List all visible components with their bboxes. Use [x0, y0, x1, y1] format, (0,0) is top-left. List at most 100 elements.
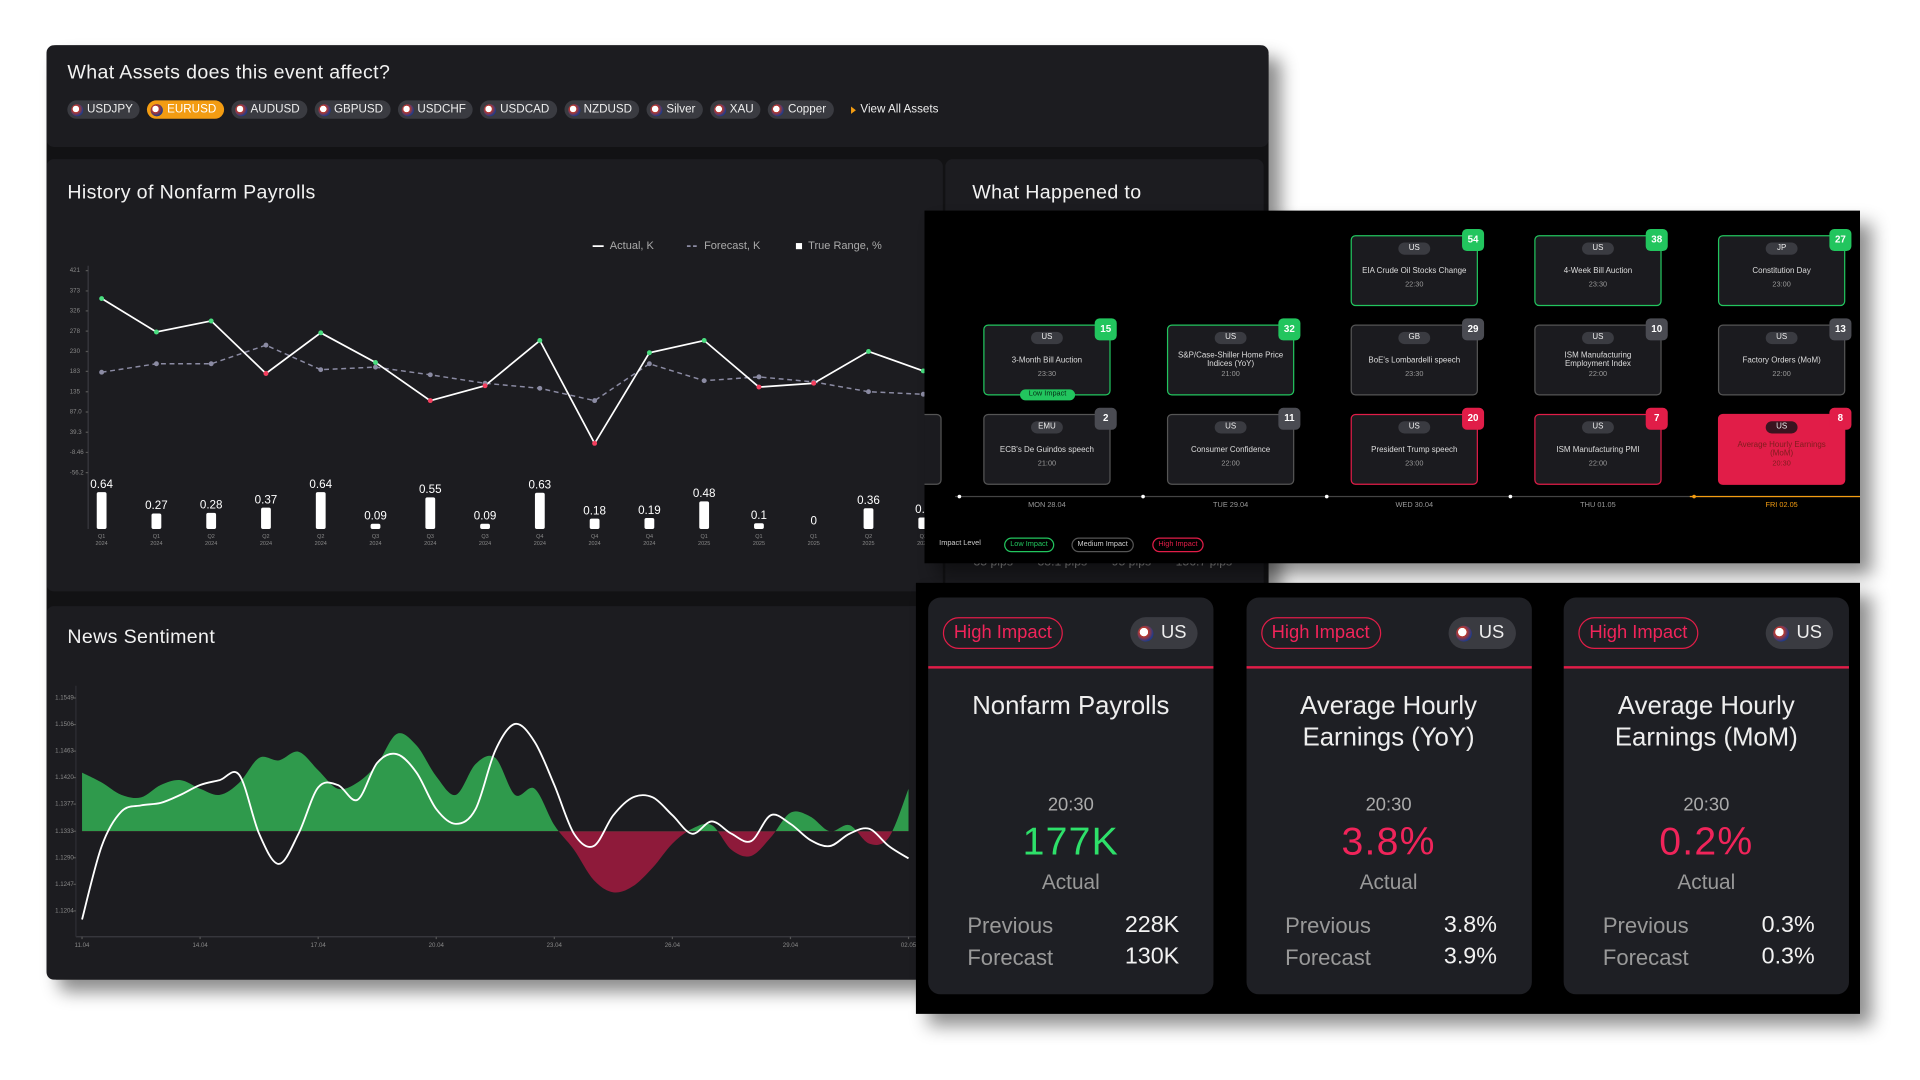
event-title: Average Hourly Earnings (MoM)	[1614, 691, 1798, 752]
flag-icon	[484, 103, 497, 116]
asset-label: AUDUSD	[250, 102, 300, 117]
country-label: US	[1796, 622, 1823, 643]
true-range-label: 0	[810, 515, 817, 528]
asset-label: NZDUSD	[583, 102, 633, 117]
news-title: News Sentiment	[67, 626, 216, 648]
true-range-bar	[863, 508, 874, 529]
event-name: Average Hourly Earnings (MoM)	[1737, 440, 1826, 458]
true-range-label: 0.09	[364, 510, 387, 523]
x-tick-label: 2024	[643, 541, 655, 547]
asset-chip[interactable]: AUDUSD	[230, 100, 308, 119]
event-card[interactable]: EMU ECB's De Guindos speech 21:00 2	[983, 407, 1117, 485]
timeline	[955, 495, 1861, 498]
arrow-icon	[850, 105, 856, 114]
asset-chip[interactable]: XAU	[710, 100, 762, 119]
true-range-bar	[261, 507, 271, 529]
event-card[interactable]: US S&P/Case-Shiller Home Price Indices (Y…	[1166, 318, 1301, 396]
asset-chip[interactable]: USDCHF	[397, 100, 474, 119]
asset-label: EURUSD	[167, 102, 217, 117]
event-card[interactable]: JP Constitution Day 23:00 27	[1717, 228, 1852, 307]
event-name: President Trump speech	[1371, 445, 1458, 454]
event-card[interactable]: GB BoE's Lombardelli speech 23:30 29	[1350, 318, 1485, 396]
event-card[interactable]: US ISM Manufacturing Employment Index 22:0…	[1534, 318, 1668, 396]
forecast-label: Forecast	[1285, 945, 1371, 970]
event-card[interactable]: US Consumer Confidence 22:00 11	[1166, 407, 1301, 485]
y-tick-label: 1.1420	[55, 774, 74, 781]
y-tick-label: 326	[70, 307, 81, 314]
event-card[interactable]: US EIA Crude Oil Stocks Change 22:30 54	[1350, 228, 1485, 307]
event-summary-card: High Impact US Nonfarm Payrolls 20:30 177K Ac…	[928, 597, 1214, 995]
impact-legend-item[interactable]: Low Impact	[1004, 537, 1054, 553]
forecast-point	[427, 372, 433, 378]
asset-chip[interactable]: USDJPY	[67, 100, 141, 119]
x-tick-label: Q2	[920, 534, 927, 540]
event-card[interactable]: US Factory Orders (MoM) 22:00 13	[1717, 318, 1852, 396]
actual-point	[318, 330, 324, 336]
actual-point	[99, 296, 105, 302]
actual-value: 177K	[1022, 819, 1120, 864]
event-country: EMU	[1031, 421, 1063, 434]
event-count-badge: 13	[1829, 318, 1852, 341]
event-time: 20:30	[1683, 794, 1730, 816]
event-country: US	[1031, 331, 1063, 345]
view-all-link[interactable]: View All Assets	[850, 103, 938, 116]
day-label: MON 28.04	[1028, 502, 1066, 510]
flag-icon	[71, 103, 84, 116]
event-name: 4-Week Bill Auction	[1563, 266, 1633, 275]
event-card-partial	[924, 413, 942, 485]
event-name: BoE's Lombardelli speech	[1368, 355, 1461, 365]
asset-chip[interactable]: USDCAD	[480, 100, 557, 119]
country-label: US	[1478, 622, 1505, 643]
news-chart: 1.1549 1.1506 1.1463 1.1420 1.1377 1.1333 1.12…	[55, 685, 919, 949]
event-card[interactable]: US ISM Manufacturing PMI 22:00 7	[1534, 407, 1668, 485]
assets-panel: What Assets does this event affect? USDJ…	[46, 45, 1269, 147]
actual-point	[482, 383, 488, 389]
x-tick-label: 2024	[479, 541, 491, 547]
forecast-point	[701, 378, 707, 384]
previous-label: Previous	[1285, 913, 1371, 938]
x-tick-label: 2025	[698, 541, 710, 547]
asset-chip[interactable]: Copper	[768, 100, 834, 119]
asset-chip[interactable]: Silver	[646, 100, 703, 119]
event-card[interactable]: US 3-Month Bill Auction 23:30 15 Low Impact	[983, 318, 1117, 401]
forecast-value: 0.3%	[1761, 944, 1815, 970]
event-card[interactable]: US President Trump speech 23:00 20	[1350, 407, 1485, 485]
event-country: US	[1398, 421, 1431, 434]
true-range-bar	[96, 492, 107, 529]
asset-chip[interactable]: NZDUSD	[563, 100, 640, 119]
event-count-badge: 2	[1094, 407, 1117, 430]
true-range-bar	[370, 523, 381, 529]
event-country: US	[1214, 331, 1247, 345]
event-card[interactable]: US Average Hourly Earnings (MoM) 20:30 8	[1717, 407, 1852, 485]
actual-point	[373, 360, 378, 365]
flag-icon	[567, 103, 580, 116]
event-time: 20:30	[1365, 794, 1412, 816]
impact-legend-item[interactable]: High Impact	[1152, 537, 1204, 553]
asset-chip[interactable]: EURUSD	[147, 100, 224, 119]
y-tick-label: 230	[70, 348, 81, 355]
event-count-badge: 7	[1645, 407, 1668, 430]
event-name: ISM Manufacturing PMI	[1556, 445, 1640, 454]
previous-label: Previous	[967, 913, 1054, 938]
event-time: 21:00	[1037, 460, 1057, 468]
event-time: 22:00	[1588, 371, 1608, 379]
actual-point	[537, 338, 543, 343]
actual-point	[866, 349, 871, 354]
event-time: 23:00	[1405, 460, 1424, 468]
country-pill: US	[1765, 617, 1834, 649]
x-tick-label: 02.05	[901, 942, 917, 949]
event-country: US	[1765, 421, 1798, 434]
timeline-dot	[1141, 494, 1145, 499]
event-card[interactable]: US 4-Week Bill Auction 23:30 38	[1534, 228, 1668, 307]
impact-legend-item[interactable]: Medium Impact	[1071, 537, 1134, 553]
flag-icon	[650, 103, 663, 116]
event-time: 23:30	[1588, 281, 1608, 289]
asset-label: XAU	[729, 102, 754, 117]
actual-label: Actual	[1677, 870, 1736, 894]
what-happened-title: What Happened to	[972, 182, 1142, 204]
true-range-bar	[644, 518, 655, 529]
y-tick-label: -56.2	[70, 469, 85, 476]
x-tick-label: Q3	[372, 534, 379, 540]
event-summary-card: High Impact US Average Hourly Earnings (Mo…	[1563, 597, 1849, 995]
asset-chip[interactable]: GBPUSD	[314, 100, 391, 119]
